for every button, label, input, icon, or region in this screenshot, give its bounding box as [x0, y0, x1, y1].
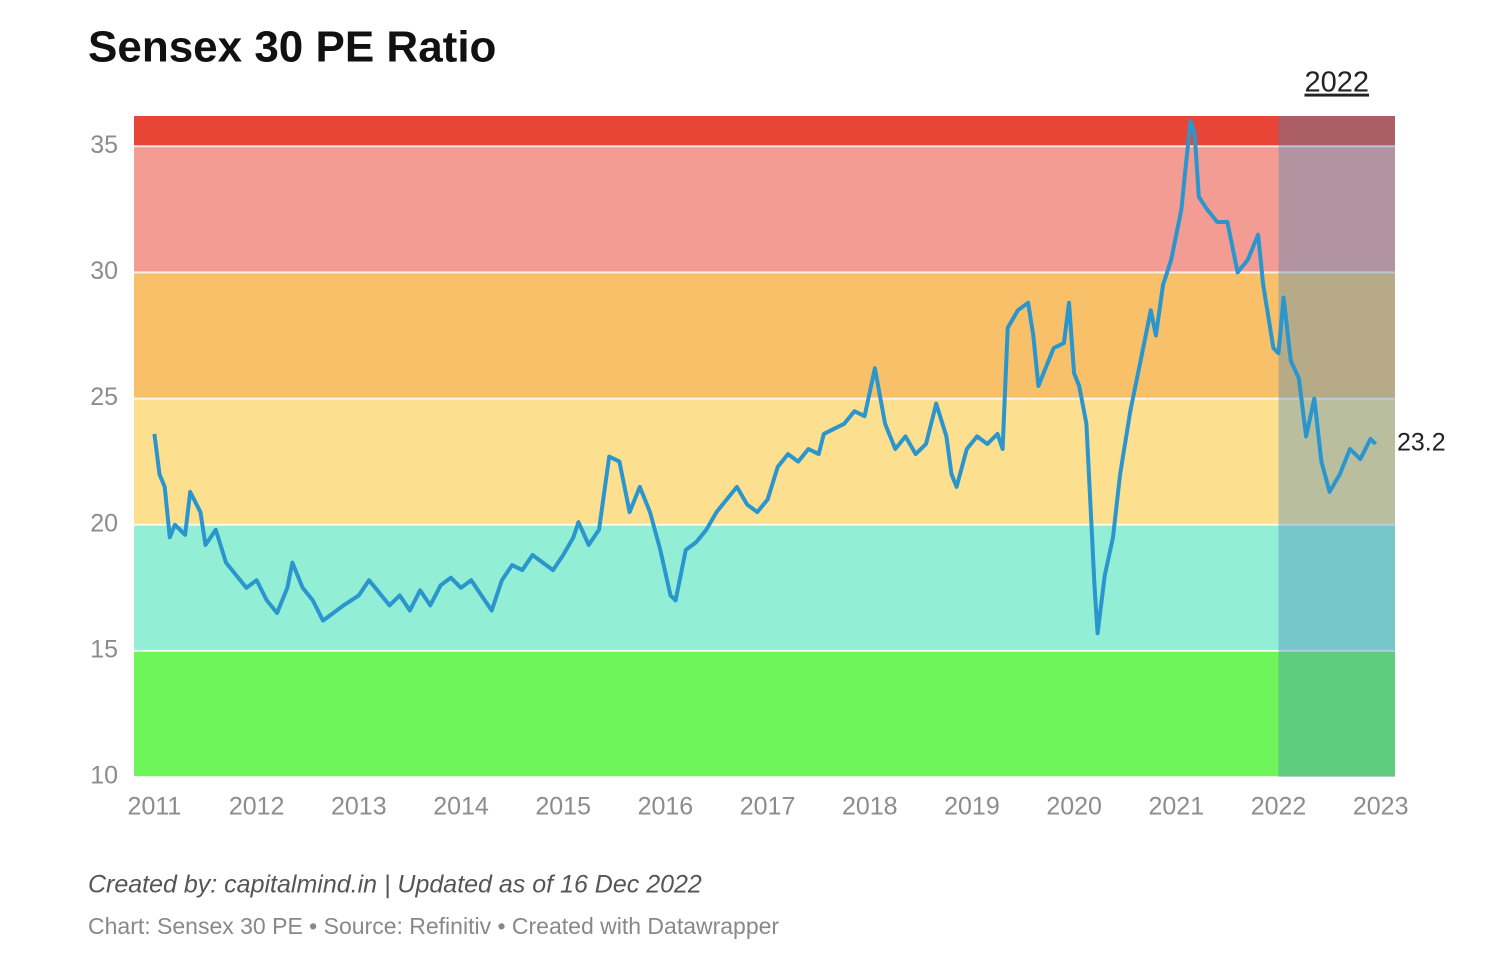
x-tick-label: 2018 [842, 793, 898, 821]
y-tick-label: 15 [90, 635, 118, 663]
x-tick-label: 2014 [433, 793, 489, 821]
highlight-region [1278, 116, 1395, 777]
y-tick-label: 30 [90, 257, 118, 285]
x-tick-label: 2013 [331, 793, 387, 821]
x-tick-label: 2017 [740, 793, 796, 821]
band [134, 272, 1395, 399]
x-tick-label: 2019 [944, 793, 1000, 821]
x-tick-label: 2011 [128, 793, 182, 821]
y-tick-label: 35 [90, 131, 118, 159]
chart-title: Sensex 30 PE Ratio [88, 23, 496, 72]
x-tick-label: 2012 [229, 793, 285, 821]
source: Chart: Sensex 30 PE • Source: Refinitiv … [88, 913, 779, 939]
y-tick-label: 20 [90, 509, 118, 537]
end-value-label: 23.2 [1397, 429, 1446, 457]
band [134, 650, 1395, 777]
y-tick-label: 10 [90, 762, 118, 790]
highlight-label: 2022 [1304, 67, 1369, 99]
band [134, 116, 1395, 147]
x-tick-label: 2023 [1353, 793, 1409, 821]
y-tick-label: 25 [90, 383, 118, 411]
series-line [152, 119, 1378, 636]
x-tick-label: 2016 [638, 793, 694, 821]
x-tick-label: 2022 [1251, 793, 1307, 821]
x-tick-label: 2021 [1149, 793, 1205, 821]
band [134, 524, 1395, 651]
x-tick-label: 2020 [1046, 793, 1102, 821]
credit: Created by: capitalmind.in | Updated as … [88, 871, 702, 899]
x-tick-label: 2015 [535, 793, 591, 821]
